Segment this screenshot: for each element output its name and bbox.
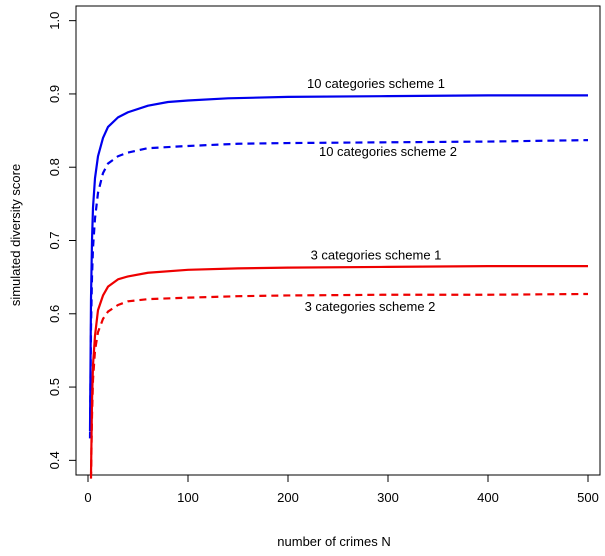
y-tick-label: 0.4 [47, 451, 62, 469]
y-tick-label: 0.8 [47, 158, 62, 176]
series-line-1 [88, 94, 588, 432]
y-tick-label: 0.6 [47, 305, 62, 323]
y-tick-label: 0.5 [47, 378, 62, 396]
x-tick-label: 100 [177, 490, 199, 505]
y-tick-label: 0.7 [47, 231, 62, 249]
series-line-2 [88, 139, 589, 439]
series-label-3: 3 categories scheme 1 [311, 248, 442, 263]
y-tick-label: 0.9 [47, 85, 62, 103]
x-tick-label: 400 [477, 490, 499, 505]
axes: 0 100 200 300 400 500 0.4 0.5 0.6 0.7 0.8 0.9 1.0 [47, 5, 601, 505]
series-layer [88, 94, 589, 479]
series-labels: 10 categories scheme 1 10 categories sche… [305, 76, 457, 314]
y-axis-label: simulated diversity score [8, 164, 23, 306]
series-label-4: 3 categories scheme 2 [305, 299, 436, 314]
series-label-2: 10 categories scheme 2 [319, 144, 457, 159]
series-line-4 [89, 292, 589, 479]
x-tick-label: 300 [377, 490, 399, 505]
series-label-1: 10 categories scheme 1 [307, 76, 445, 91]
x-tick-label: 0 [84, 490, 91, 505]
x-tick-label: 500 [577, 490, 599, 505]
x-tick-label: 200 [277, 490, 299, 505]
y-tick-label: 1.0 [47, 12, 62, 30]
series-line-3 [89, 265, 588, 476]
x-axis-label: number of crimes N [277, 534, 390, 549]
